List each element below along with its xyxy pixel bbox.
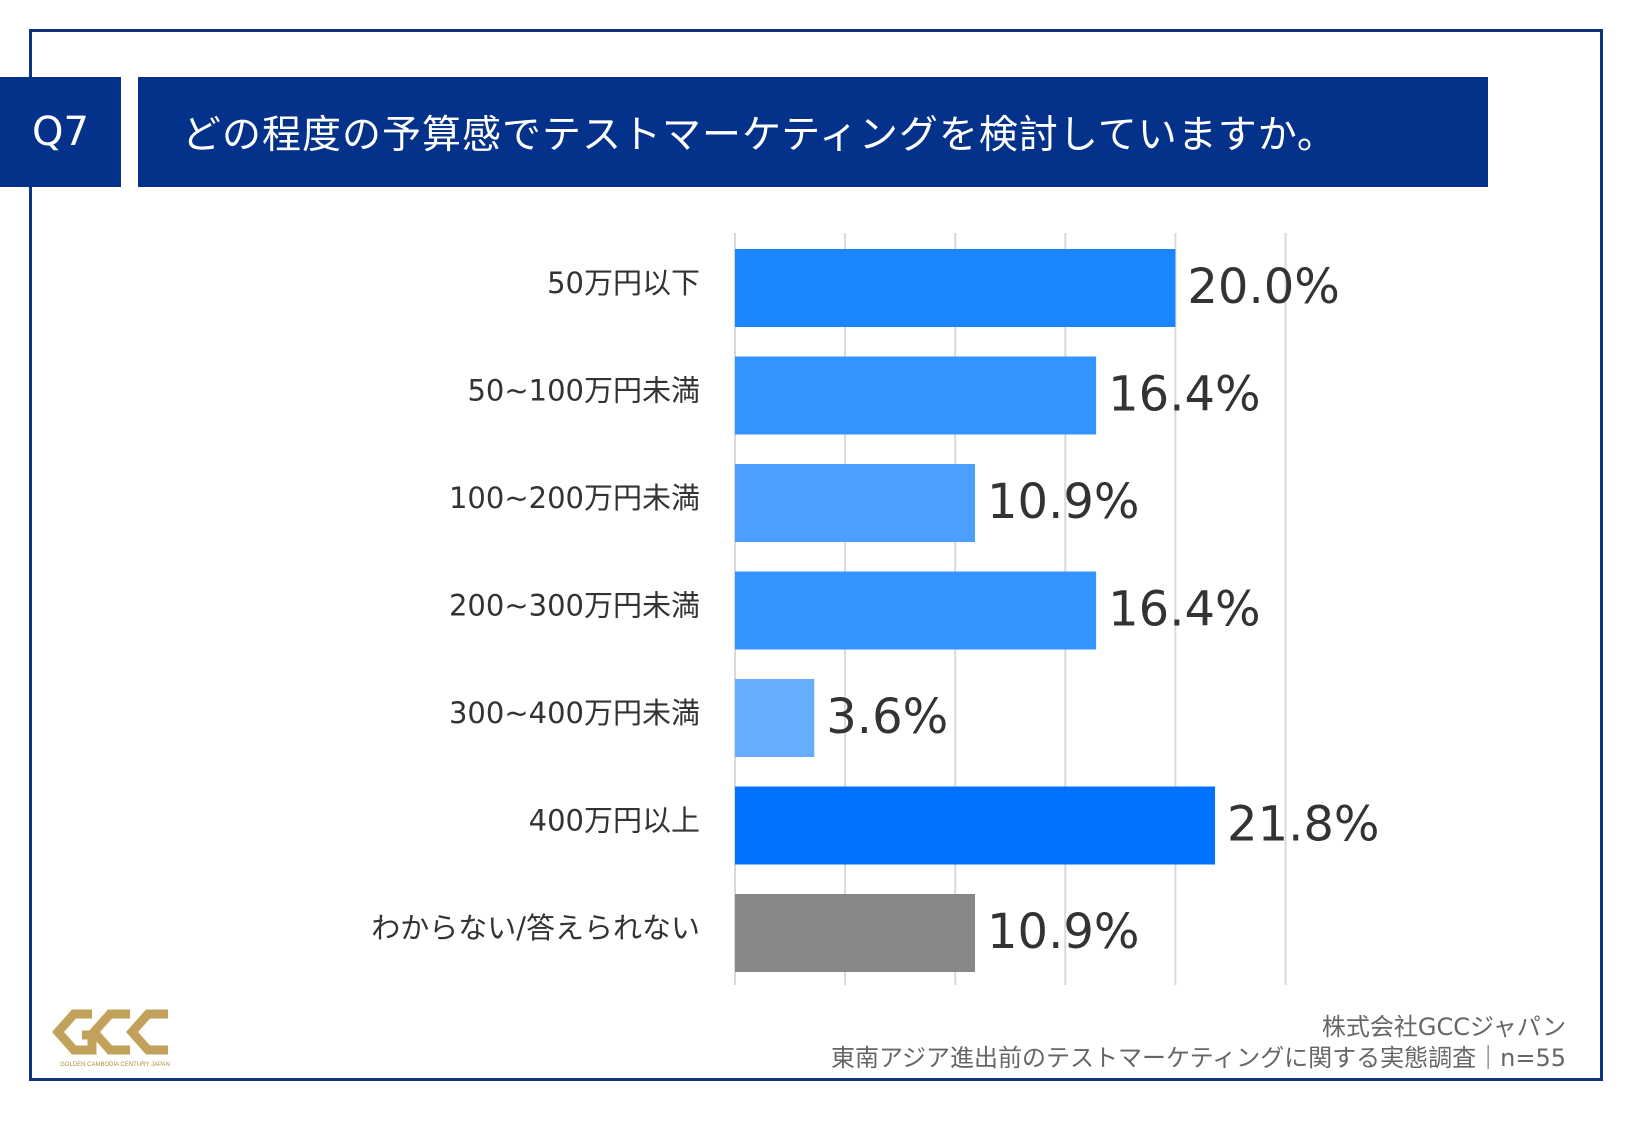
bar xyxy=(735,571,1097,650)
value-label: 16.4% xyxy=(1108,582,1260,638)
logo-subtitle: GOLDEN CAMBODIA CENTURY JAPAN xyxy=(60,1062,170,1068)
category-label: 200~300万円未満 xyxy=(449,589,700,623)
question-number-badge: Q7 xyxy=(0,77,121,187)
bar xyxy=(735,356,1097,435)
bar xyxy=(735,464,976,542)
gcc-logo xyxy=(52,1009,168,1055)
question-number: Q7 xyxy=(32,109,89,155)
bar xyxy=(735,786,1216,865)
value-label: 16.4% xyxy=(1108,367,1260,423)
category-label: 300~400万円未満 xyxy=(449,696,700,730)
bar xyxy=(735,679,815,757)
question-text: どの程度の予算感でテストマーケティングを検討していますか。 xyxy=(182,113,1337,158)
source-survey: 東南アジア進出前のテストマーケティングに関する実態調査｜n=55 xyxy=(831,1044,1566,1072)
category-label: 50~100万円未満 xyxy=(467,374,700,408)
category-label: 400万円以上 xyxy=(529,804,700,838)
slide-frame xyxy=(29,29,1603,1081)
category-label: 50万円以下 xyxy=(547,266,700,300)
source-company: 株式会社GCCジャパン xyxy=(1321,1013,1566,1041)
category-label: 100~200万円未満 xyxy=(449,481,700,515)
value-label: 10.9% xyxy=(987,904,1139,960)
bar xyxy=(735,249,1176,327)
footer-source: 株式会社GCCジャパン 東南アジア進出前のテストマーケティングに関する実態調査｜… xyxy=(831,1012,1566,1074)
category-label: わからない/答えられない xyxy=(371,911,700,945)
question-title-bar: どの程度の予算感でテストマーケティングを検討していますか。 xyxy=(138,77,1488,187)
value-label: 20.0% xyxy=(1187,259,1339,315)
value-label: 3.6% xyxy=(826,689,948,745)
value-label: 10.9% xyxy=(987,474,1139,530)
bar xyxy=(735,894,976,972)
value-label: 21.8% xyxy=(1227,797,1379,853)
